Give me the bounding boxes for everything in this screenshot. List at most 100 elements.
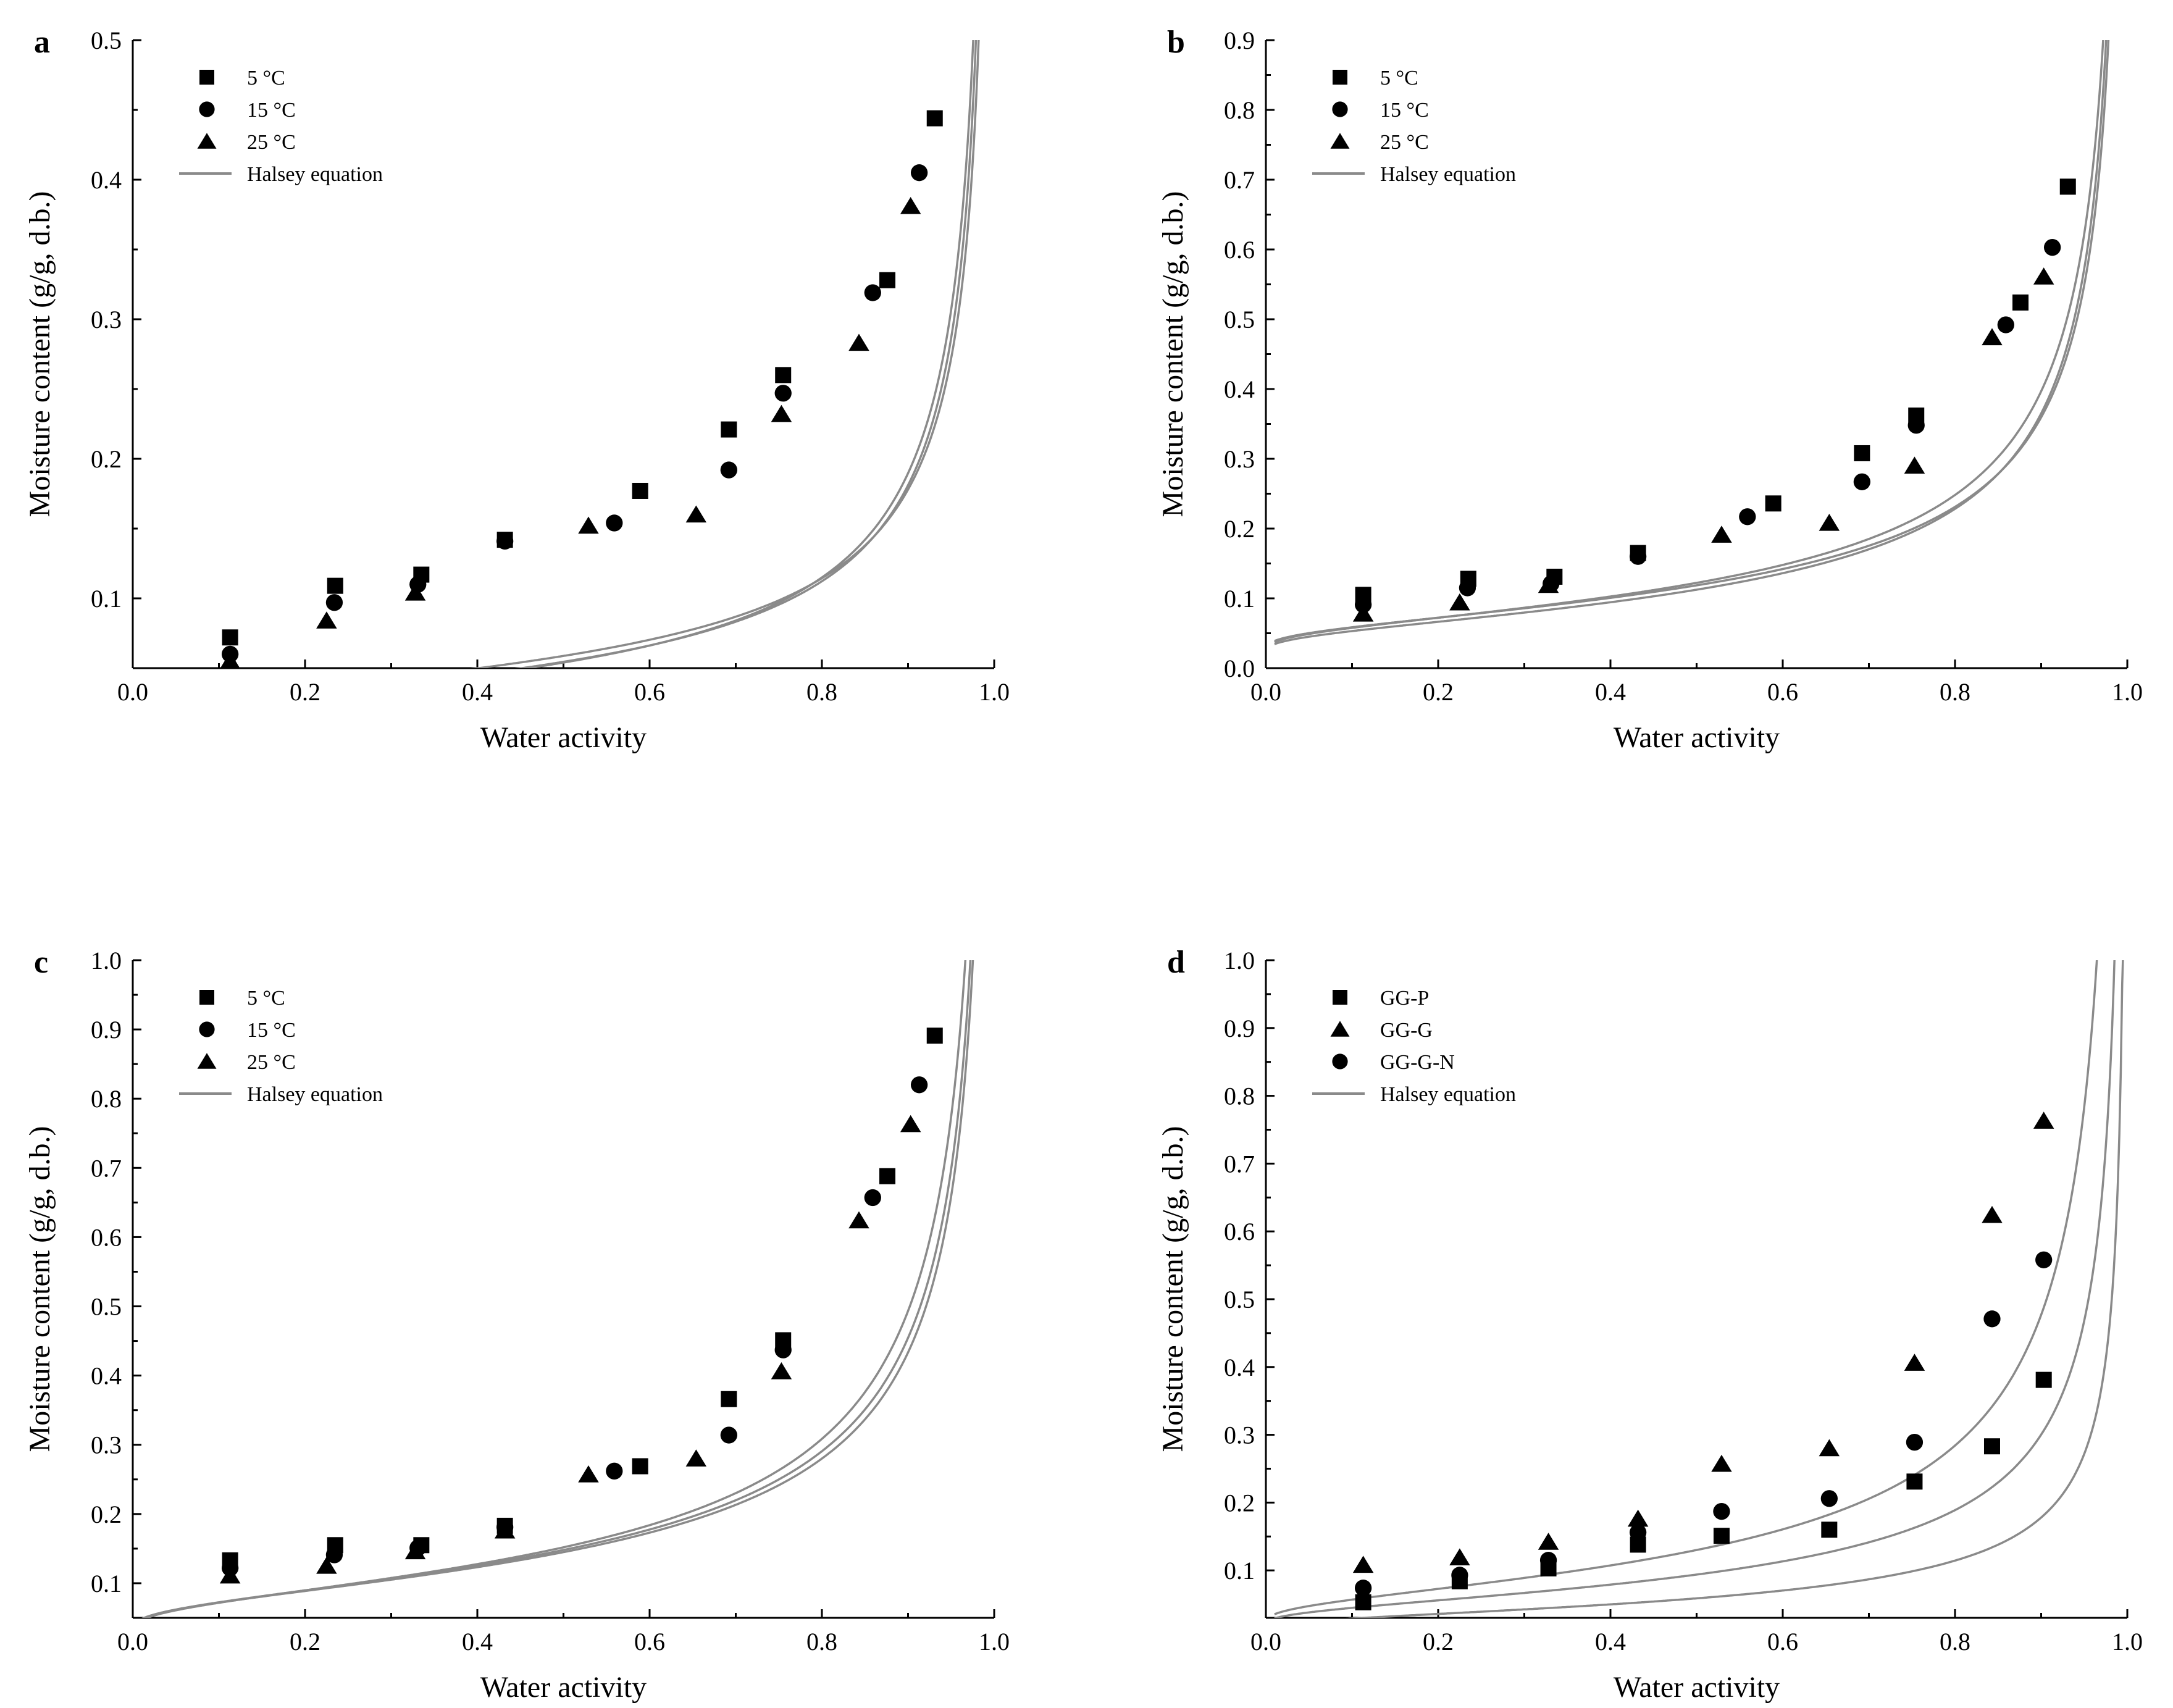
data-point-square xyxy=(632,1458,648,1475)
x-axis-title: Water activity xyxy=(1614,1671,1780,1704)
panel-letter: d xyxy=(1167,945,1185,980)
data-point-triangle xyxy=(771,1362,792,1379)
legend-label: 5 °C xyxy=(247,67,285,90)
x-axis-title: Water activity xyxy=(480,1671,647,1704)
data-point-triangle xyxy=(1982,1205,2003,1223)
legend-marker-triangle xyxy=(197,133,217,149)
y-tick-label: 0.5 xyxy=(1224,306,1255,333)
legend-marker-triangle xyxy=(1330,133,1350,149)
data-point-square xyxy=(327,577,343,594)
x-tick-label: 0.4 xyxy=(1595,678,1626,706)
data-point-triangle xyxy=(404,584,426,601)
legend-label: 5 °C xyxy=(247,987,285,1010)
y-tick-label: 0.9 xyxy=(1224,1015,1255,1042)
data-point-circle xyxy=(1629,1524,1647,1541)
x-axis-title: Water activity xyxy=(1614,721,1780,754)
data-point-triangle xyxy=(1352,604,1374,622)
y-tick-label: 0.1 xyxy=(91,585,122,613)
data-point-square xyxy=(879,1168,896,1184)
x-tick-label: 0.2 xyxy=(290,1628,320,1656)
data-point-circle xyxy=(1997,316,2014,333)
y-tick-label: 0.4 xyxy=(1224,1354,1255,1381)
panel-d: 0.0 0.2 0.4 0.6 0.8 1.0 0.1 0.2 0.3 0.4 0.5 0.6 0.7 0… xyxy=(1157,945,2143,1704)
data-point-square xyxy=(632,482,648,499)
y-tick-label: 0.1 xyxy=(1224,585,1255,613)
legend-label: GG-G-N xyxy=(1380,1051,1455,1074)
data-point-triangle xyxy=(1627,1509,1649,1527)
y-tick-label: 0.7 xyxy=(1224,166,1255,194)
data-point-circle xyxy=(1853,473,1870,490)
legend-marker-square xyxy=(1333,990,1347,1005)
y-tick-label: 0.2 xyxy=(91,1501,122,1528)
data-point-triangle xyxy=(1538,576,1559,593)
legend-marker-circle xyxy=(199,101,215,117)
data-point-triangle xyxy=(578,516,599,534)
data-point-circle xyxy=(774,385,792,402)
y-axis-title: Moisture content (g/g, d.b.) xyxy=(1157,191,1189,517)
data-point-triangle xyxy=(316,611,337,629)
data-point-square xyxy=(1854,445,1870,461)
halsey-fit-curve xyxy=(521,40,974,668)
data-point-circle xyxy=(1739,508,1756,525)
data-point-circle xyxy=(720,461,737,479)
y-tick-label: 0.5 xyxy=(91,1293,122,1321)
legend-marker-square xyxy=(199,990,214,1005)
x-tick-label: 1.0 xyxy=(979,1628,1010,1656)
data-point-circle xyxy=(1820,1490,1838,1507)
y-tick-label: 1.0 xyxy=(1224,947,1255,974)
y-tick-label: 0.8 xyxy=(1224,96,1255,124)
halsey-fit-curve xyxy=(1345,960,2124,1618)
legend-label: 25 °C xyxy=(1380,131,1429,154)
x-tick-label: 0.0 xyxy=(117,678,148,706)
data-point-triangle xyxy=(1904,1354,1925,1371)
data-point-square xyxy=(1906,1473,1923,1490)
data-point-circle xyxy=(1713,1502,1730,1520)
data-point-triangle xyxy=(1819,514,1840,531)
panel-letter: a xyxy=(34,25,50,60)
x-tick-label: 0.8 xyxy=(1940,1628,1970,1656)
data-point-circle xyxy=(864,1189,881,1207)
data-point-circle xyxy=(864,284,881,301)
legend-label: 15 °C xyxy=(247,99,296,122)
y-tick-label: 0.8 xyxy=(91,1085,122,1113)
data-point-square xyxy=(1355,1594,1371,1610)
data-point-triangle xyxy=(848,1211,869,1229)
y-tick-label: 0.7 xyxy=(1224,1150,1255,1178)
legend-label: 5 °C xyxy=(1380,67,1418,90)
data-point-circle xyxy=(910,164,928,182)
y-tick-label: 0.2 xyxy=(1224,515,1255,543)
legend-marker-circle xyxy=(1332,1053,1348,1070)
x-tick-label: 0.6 xyxy=(634,678,665,706)
halsey-fit-curve xyxy=(1274,960,2116,1618)
legend-label: GG-P xyxy=(1380,987,1429,1010)
legend-label: 15 °C xyxy=(1380,99,1429,122)
data-point-circle xyxy=(1983,1310,2001,1328)
data-point-square xyxy=(775,367,792,383)
y-tick-label: 0.7 xyxy=(91,1154,122,1182)
data-point-circle xyxy=(606,514,623,532)
x-tick-label: 0.8 xyxy=(806,1628,837,1656)
data-point-triangle xyxy=(685,505,707,523)
y-tick-label: 0.0 xyxy=(1224,655,1255,682)
y-tick-label: 0.5 xyxy=(91,27,122,54)
x-tick-label: 0.8 xyxy=(1940,678,1970,706)
data-point-triangle xyxy=(1711,525,1732,543)
data-point-triangle xyxy=(316,1556,337,1574)
panel-b: 0.0 0.2 0.4 0.6 0.8 1.0 0.0 0.1 0.2 0.3 0.4 0.5 0.6 0… xyxy=(1157,25,2143,754)
data-point-circle xyxy=(325,1546,343,1564)
y-tick-label: 0.1 xyxy=(91,1570,122,1597)
legend-label: 15 °C xyxy=(247,1019,296,1042)
data-point-triangle xyxy=(900,196,921,214)
legend-label: Halsey equation xyxy=(1380,1083,1516,1106)
data-point-square xyxy=(2059,178,2076,195)
halsey-fit-curve xyxy=(1274,40,2108,645)
panel-letter: c xyxy=(34,945,48,980)
x-tick-label: 0.2 xyxy=(1423,1628,1454,1656)
data-point-square xyxy=(721,421,737,438)
y-tick-label: 0.4 xyxy=(91,166,122,194)
x-axis-title: Water activity xyxy=(480,721,647,754)
halsey-fit-curve xyxy=(1274,960,2098,1615)
y-tick-label: 0.6 xyxy=(91,1223,122,1251)
x-tick-label: 0.0 xyxy=(117,1628,148,1656)
